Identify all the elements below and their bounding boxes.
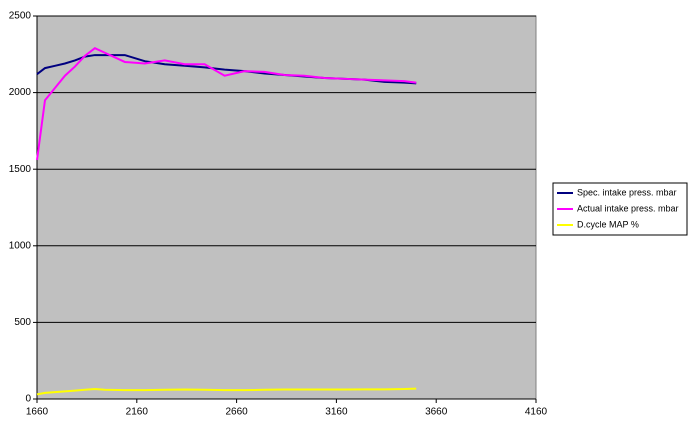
legend-box	[552, 182, 688, 236]
series-line	[36, 47, 417, 161]
legend-label: D.cycle MAP %	[577, 219, 639, 229]
series-line	[36, 387, 417, 396]
x-tick-label: 3660	[425, 407, 448, 418]
legend-label: Actual intake press. mbar	[577, 203, 679, 213]
x-tick-label: 3160	[325, 407, 348, 418]
y-tick-label: 2000	[9, 87, 32, 98]
y-tick-label: 2500	[9, 11, 32, 22]
legend-label: Spec. intake press. mbar	[577, 187, 677, 197]
plot-area	[36, 15, 537, 400]
y-tick-label: 1000	[9, 240, 32, 251]
x-tick-label: 2160	[126, 407, 149, 418]
y-tick-label: 500	[14, 317, 31, 328]
x-tick-label: 2660	[225, 407, 248, 418]
y-tick-label: 0	[25, 394, 31, 405]
y-tick-label: 1500	[9, 164, 32, 175]
x-tick-label: 4160	[525, 407, 548, 418]
x-tick-label: 1660	[26, 407, 49, 418]
